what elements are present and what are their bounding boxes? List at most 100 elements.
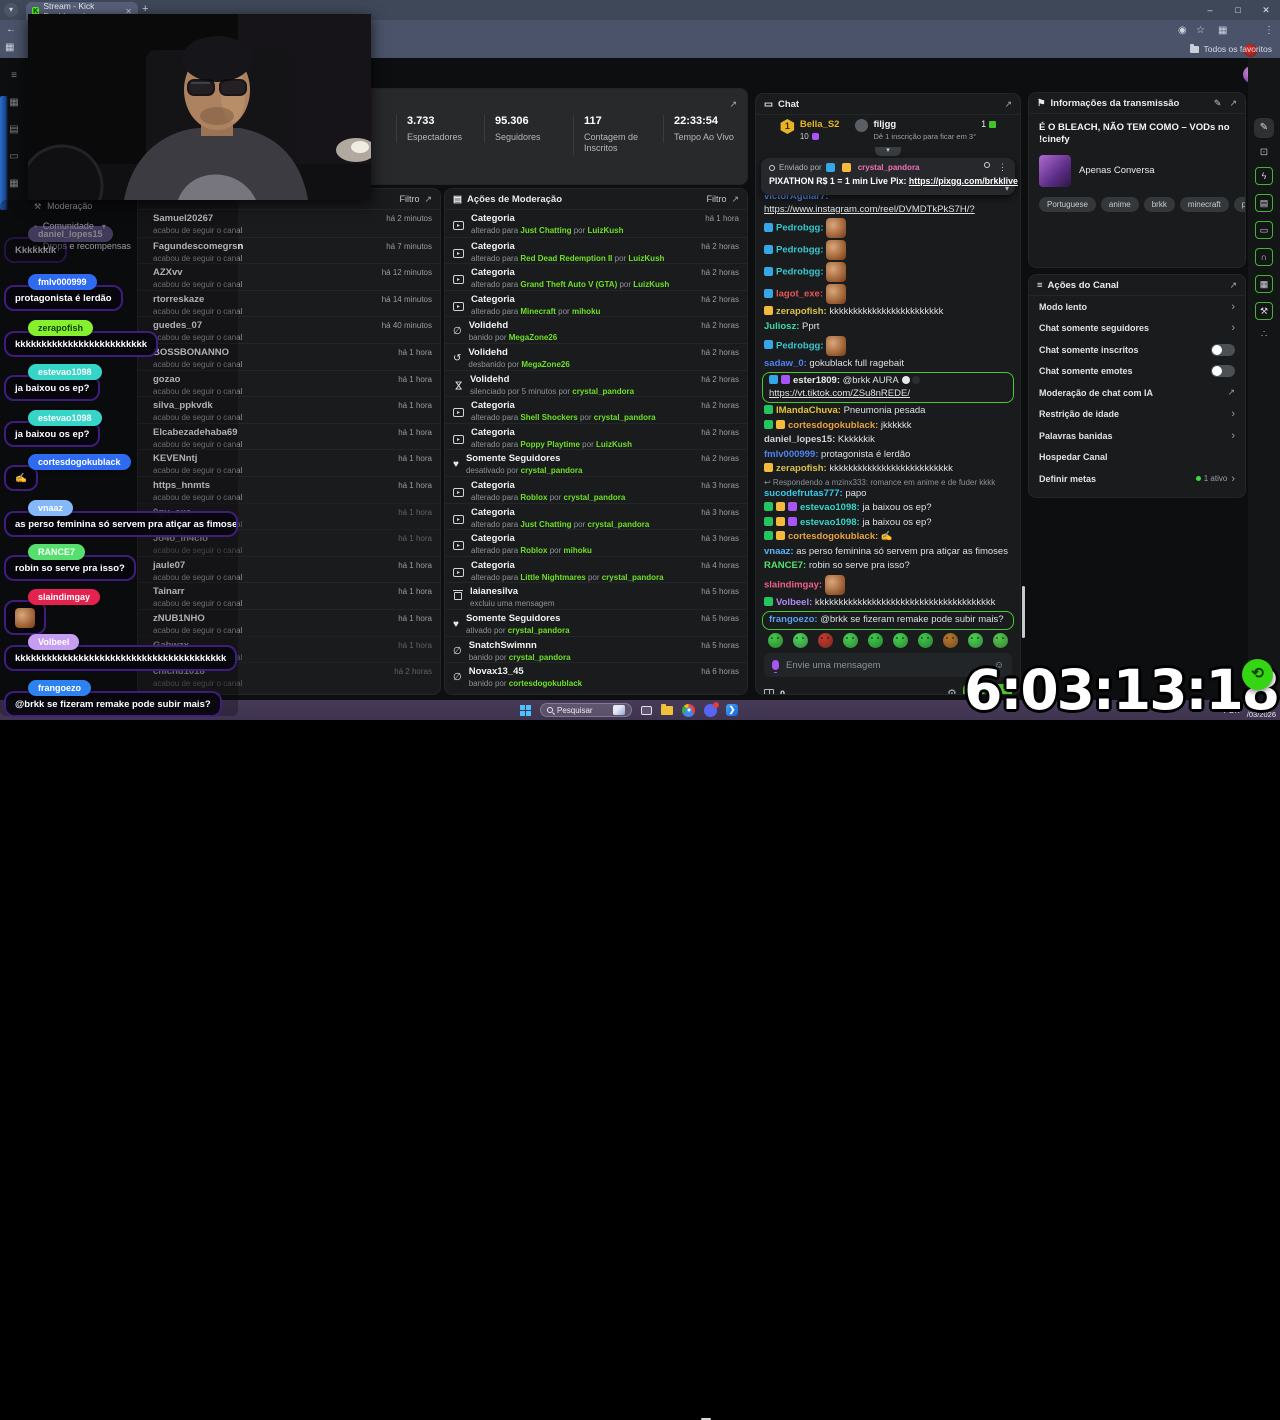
chat-message[interactable]: daniel_lopes15: Kkkkkkik — [756, 433, 1020, 448]
channel-action-hospedar-canal[interactable]: Hospedar Canal — [1029, 447, 1245, 469]
chat-username[interactable]: victorAguiar7: — [764, 195, 828, 202]
pinned-link[interactable]: https://pixgg.com/brkklive — [909, 176, 1018, 186]
chat-username[interactable]: Pedrobgg: — [776, 245, 826, 256]
mod-actor[interactable]: crystal_pandora — [509, 653, 571, 662]
leaderboard-collapse-tab[interactable]: ▾ — [875, 147, 901, 156]
mod-actor[interactable]: mihoku — [564, 546, 592, 555]
chat-message[interactable]: Juliosz: Pprt — [756, 320, 1020, 335]
mod-target[interactable]: Roblox — [520, 546, 547, 555]
chat-link[interactable]: https://www.instagram.com/reel/DVMDTkPkS… — [764, 204, 975, 215]
chat-message[interactable]: lagot_exe: — [756, 283, 1020, 305]
rail-stream-icon[interactable]: ▦ — [9, 178, 18, 189]
chat-username[interactable]: daniel_lopes15: — [764, 434, 838, 445]
back-button[interactable]: ← — [6, 24, 16, 35]
mod-target[interactable]: Minecraft — [520, 307, 556, 316]
chat-message[interactable]: frangoezo: @brkk se fizeram remake pode … — [762, 611, 1014, 630]
chat-username[interactable]: estevao1098: — [800, 517, 862, 528]
chat-username[interactable]: vnaaz: — [764, 546, 796, 557]
chat-message[interactable]: sucodefrutas777: papo — [756, 487, 1020, 502]
chat-widget-icon[interactable]: ▭ — [1255, 221, 1273, 239]
mod-target[interactable]: Red Dead Redemption II — [520, 254, 612, 263]
mod-actor[interactable]: crystal_pandora — [588, 520, 650, 529]
chat-message[interactable]: fmlv000999: protagonista é lerdão — [756, 448, 1020, 463]
pin-toggle-icon[interactable] — [984, 162, 990, 168]
rail-panel-icon[interactable]: ▤ — [9, 124, 18, 135]
pinned-collapse-icon[interactable]: ▾ — [1005, 184, 1009, 193]
chat-message[interactable]: Volbeel: kkkkkkkkkkkkkkkkkkkkkkkkkkkkkkk… — [756, 596, 1020, 611]
chat-message[interactable]: Pedrobgg: — [756, 335, 1020, 357]
menu-icon[interactable]: ≡ — [11, 70, 17, 81]
quick-emote-icon[interactable] — [943, 633, 958, 648]
mod-target[interactable]: Roblox — [520, 493, 547, 502]
mod-target[interactable]: Just Chatting — [520, 520, 571, 529]
mod-actor[interactable]: crystal_pandora — [564, 493, 626, 502]
chat-message[interactable]: zerapofish: kkkkkkkkkkkkkkkkkkkkkkkk — [756, 305, 1020, 320]
chat-username[interactable]: sadaw_0: — [764, 358, 809, 369]
chat-message[interactable]: RANCE7: robin so serve pra isso? — [756, 559, 1020, 574]
chat-username[interactable]: zerapofish: — [776, 463, 829, 474]
chat-username[interactable]: lagot_exe: — [776, 289, 826, 300]
quick-emote-icon[interactable] — [968, 633, 983, 648]
chat-message-list[interactable]: lucasdogomes: todos os arcos de one piec… — [756, 195, 1020, 631]
mod-filter-button[interactable]: Filtro — [706, 194, 726, 204]
chat-message-input[interactable] — [786, 660, 987, 671]
chat-username[interactable]: cortesdogokublack: — [788, 420, 881, 431]
overlay-fab-icon[interactable]: ⟲ — [1242, 659, 1273, 690]
mod-actor[interactable]: LuizKush — [588, 226, 624, 235]
share-widget-icon[interactable]: ∴ — [1261, 329, 1267, 340]
chat-username[interactable]: Pedrobgg: — [776, 223, 826, 234]
chat-message[interactable]: Pedrobgg: — [756, 239, 1020, 261]
quick-emote-icon[interactable] — [893, 633, 908, 648]
chat-username[interactable]: frangoezo: — [769, 614, 820, 625]
chat-username[interactable]: IMandaChuva: — [776, 405, 844, 416]
mod-actor[interactable]: MegaZone26 — [521, 360, 569, 369]
chat-username[interactable]: Volbeel: — [776, 597, 815, 608]
mod-target[interactable]: Just Chatting — [520, 226, 571, 235]
channel-action-palavras-banidas[interactable]: Palavras banidas› — [1029, 425, 1245, 447]
mic-icon[interactable] — [772, 660, 779, 670]
chat-message[interactable]: IMandaChuva: Pneumonia pesada — [756, 404, 1020, 419]
rail-heart-icon[interactable]: ▭ — [9, 151, 18, 162]
mod-actor[interactable]: MegaZone26 — [509, 333, 557, 342]
notes-widget-icon[interactable]: ▤ — [1255, 194, 1273, 212]
chat-scrollbar[interactable] — [1022, 586, 1025, 638]
channel-action-restrição-de-idade[interactable]: Restrição de idade› — [1029, 404, 1245, 426]
mod-actor[interactable]: LuizKush — [633, 280, 669, 289]
chrome-icon[interactable] — [682, 704, 695, 717]
chat-username[interactable]: ester1809: — [793, 375, 843, 386]
chat-username[interactable]: slaindimgay: — [764, 579, 825, 590]
chat-username[interactable]: Pedrobgg: — [776, 340, 826, 351]
mod-actor[interactable]: crystal_pandora — [521, 466, 583, 475]
quick-emote-icon[interactable] — [918, 633, 933, 648]
chat-message[interactable]: Pedrobgg: — [756, 261, 1020, 283]
mod-target[interactable]: Shell Shockers — [520, 413, 577, 422]
mod-target[interactable]: Poppy Playtime — [520, 440, 580, 449]
mod-expand-icon[interactable]: ↗ — [731, 194, 739, 205]
window-close-button[interactable]: ✕ — [1252, 0, 1280, 20]
chat-username[interactable]: fmlv000999: — [764, 449, 821, 460]
file-explorer-icon[interactable] — [661, 706, 673, 715]
mod-actor[interactable]: crystal_pandora — [508, 626, 570, 635]
password-manager-icon[interactable]: ◉ — [1178, 25, 1187, 36]
edit-stream-info-icon[interactable]: ✎ — [1214, 98, 1222, 109]
mod-actor[interactable]: crystal_pandora — [572, 387, 634, 396]
app-icon[interactable]: ❯ — [726, 704, 738, 716]
chat-username[interactable]: zerapofish: — [776, 306, 829, 317]
chat-message[interactable]: vnaaz: as perso feminina só servem pra a… — [756, 545, 1020, 560]
channel-action-modo-lento[interactable]: Modo lento› — [1029, 296, 1245, 318]
chat-message[interactable]: victorAguiar7: https://www.instagram.com… — [756, 195, 1020, 217]
mod-actor[interactable]: mihoku — [572, 307, 600, 316]
chat-message[interactable]: ester1809: @brkk AURA https://vt.tiktok.… — [762, 372, 1014, 403]
mod-actor[interactable]: LuizKush — [596, 440, 632, 449]
chat-username[interactable]: RANCE7: — [764, 560, 809, 571]
bookmarks-bar-item[interactable]: Todos os favoritos — [1190, 44, 1272, 54]
webcam-overlay-window[interactable] — [28, 14, 371, 200]
gift-icon[interactable] — [764, 689, 774, 695]
actions-expand-icon[interactable]: ↗ — [1229, 280, 1237, 290]
chat-username[interactable]: estevao1098: — [800, 502, 862, 513]
rail-home-icon[interactable]: ▦ — [9, 97, 18, 108]
apps-grid-icon[interactable]: ▦ — [5, 42, 14, 53]
channel-action-chat-somente-inscritos[interactable]: Chat somente inscritos — [1029, 339, 1245, 361]
stats-expand-icon[interactable]: ↗ — [729, 99, 737, 110]
taskbar-search[interactable]: Pesquisar — [540, 703, 632, 717]
